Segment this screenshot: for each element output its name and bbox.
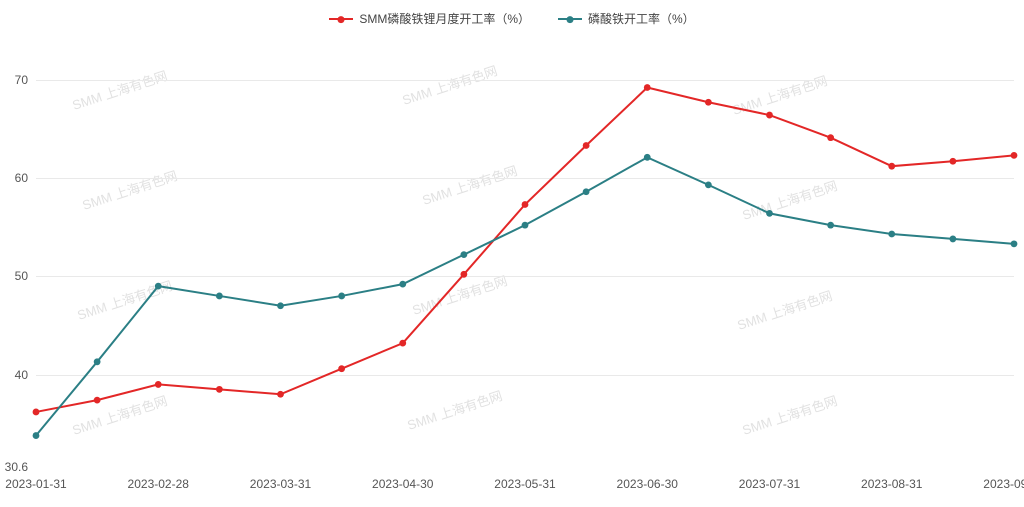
series-point-lfp-operating-rate[interactable] (399, 340, 406, 347)
series-point-fp-operating-rate[interactable] (94, 358, 101, 365)
series-point-lfp-operating-rate[interactable] (216, 386, 223, 393)
series-point-fp-operating-rate[interactable] (583, 188, 590, 195)
series-point-fp-operating-rate[interactable] (277, 302, 284, 309)
series-point-lfp-operating-rate[interactable] (827, 134, 834, 141)
series-point-fp-operating-rate[interactable] (766, 210, 773, 217)
series-point-lfp-operating-rate[interactable] (766, 112, 773, 119)
series-point-fp-operating-rate[interactable] (155, 283, 162, 290)
legend-marker-icon (329, 18, 353, 20)
legend-label: 磷酸铁开工率（%） (588, 10, 695, 27)
series-point-fp-operating-rate[interactable] (949, 236, 956, 243)
legend-label: SMM磷酸铁锂月度开工率（%） (359, 10, 530, 27)
chart-plot (0, 0, 1024, 507)
series-point-fp-operating-rate[interactable] (644, 154, 651, 161)
series-point-fp-operating-rate[interactable] (216, 293, 223, 300)
series-point-fp-operating-rate[interactable] (399, 281, 406, 288)
series-point-lfp-operating-rate[interactable] (644, 84, 651, 91)
series-point-fp-operating-rate[interactable] (33, 432, 40, 439)
legend: SMM磷酸铁锂月度开工率（%） 磷酸铁开工率（%） (0, 10, 1024, 27)
series-point-lfp-operating-rate[interactable] (460, 271, 467, 278)
series-point-lfp-operating-rate[interactable] (705, 99, 712, 106)
series-point-lfp-operating-rate[interactable] (94, 397, 101, 404)
series-point-lfp-operating-rate[interactable] (949, 158, 956, 165)
series-point-lfp-operating-rate[interactable] (277, 391, 284, 398)
series-point-fp-operating-rate[interactable] (338, 293, 345, 300)
series-point-lfp-operating-rate[interactable] (1011, 152, 1018, 159)
series-point-lfp-operating-rate[interactable] (33, 409, 40, 416)
series-line-fp-operating-rate (36, 157, 1014, 435)
series-point-lfp-operating-rate[interactable] (338, 365, 345, 372)
legend-series-1[interactable]: SMM磷酸铁锂月度开工率（%） (329, 10, 530, 27)
series-point-lfp-operating-rate[interactable] (888, 163, 895, 170)
series-line-lfp-operating-rate (36, 88, 1014, 412)
series-point-lfp-operating-rate[interactable] (155, 381, 162, 388)
legend-marker-icon (558, 18, 582, 20)
series-point-fp-operating-rate[interactable] (888, 231, 895, 238)
series-point-fp-operating-rate[interactable] (1011, 240, 1018, 247)
series-point-fp-operating-rate[interactable] (460, 251, 467, 258)
series-point-lfp-operating-rate[interactable] (522, 201, 529, 208)
legend-series-2[interactable]: 磷酸铁开工率（%） (558, 10, 695, 27)
series-point-fp-operating-rate[interactable] (522, 222, 529, 229)
series-point-fp-operating-rate[interactable] (705, 181, 712, 188)
series-point-lfp-operating-rate[interactable] (583, 142, 590, 149)
series-point-fp-operating-rate[interactable] (827, 222, 834, 229)
